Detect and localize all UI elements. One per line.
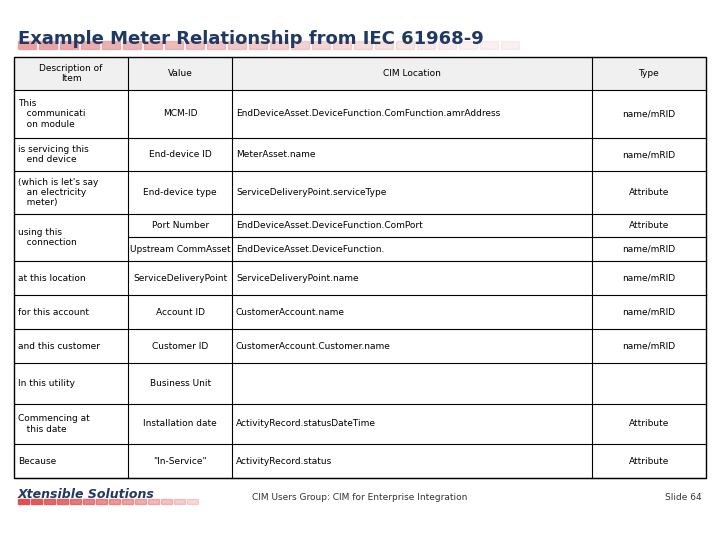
Bar [228,41,246,49]
Bar [249,41,267,49]
Bar [161,499,172,504]
Bar [44,499,55,504]
Bar [123,41,141,49]
Text: using this
   connection: using this connection [18,228,77,247]
Bar [18,41,36,49]
Text: Xtensible Solutions: Xtensible Solutions [18,488,155,501]
Text: Commencing at
   this date: Commencing at this date [18,414,90,434]
Text: name/mRID: name/mRID [622,150,675,159]
Text: EndDeviceAsset.DeviceFunction.ComFunction.amrAddress: EndDeviceAsset.DeviceFunction.ComFunctio… [236,109,500,118]
Bar [31,499,42,504]
Bar [480,41,498,49]
Text: MeterAsset.name: MeterAsset.name [236,150,315,159]
Text: (which is let's say
   an electricity
   meter): (which is let's say an electricity meter… [18,178,99,207]
Text: Example Meter Relationship from IEC 61968-9: Example Meter Relationship from IEC 6196… [18,30,484,48]
Bar [135,499,146,504]
Bar [270,41,288,49]
Text: ServiceDeliveryPoint.name: ServiceDeliveryPoint.name [236,274,359,283]
Bar [186,41,204,49]
Text: at this location: at this location [18,274,86,283]
Bar [18,499,29,504]
Text: Upstream CommAsset: Upstream CommAsset [130,245,230,254]
Bar [14,57,706,90]
Text: ActivityRecord.statusDateTime: ActivityRecord.statusDateTime [236,420,376,428]
Text: Because: Because [18,456,56,465]
Text: and this customer: and this customer [18,341,100,350]
Bar [109,499,120,504]
Text: EndDeviceAsset.DeviceFunction.ComPort: EndDeviceAsset.DeviceFunction.ComPort [236,221,423,230]
Text: CustomerAccount.name: CustomerAccount.name [236,308,345,316]
Bar [70,499,81,504]
Text: name/mRID: name/mRID [622,341,675,350]
Bar [122,499,133,504]
Bar [144,41,162,49]
Bar [396,41,414,49]
Bar [501,41,519,49]
Bar [57,499,68,504]
Text: is servicing this
   end device: is servicing this end device [18,145,89,164]
Text: "In-Service": "In-Service" [153,456,207,465]
Bar [165,41,183,49]
Bar [207,41,225,49]
Text: This
   communicati
   on module: This communicati on module [18,99,86,129]
Bar [312,41,330,49]
Bar [39,41,57,49]
Text: Attribute: Attribute [629,221,669,230]
Text: CIM Location: CIM Location [383,69,441,78]
Bar [14,57,706,478]
Text: End-device type: End-device type [143,188,217,197]
Text: name/mRID: name/mRID [622,245,675,254]
Bar [354,41,372,49]
Bar [459,41,477,49]
Bar [96,499,107,504]
Bar [291,41,309,49]
Bar [148,499,159,504]
Text: Attribute: Attribute [629,188,669,197]
Text: name/mRID: name/mRID [622,109,675,118]
Text: name/mRID: name/mRID [622,308,675,316]
Text: ActivityRecord.status: ActivityRecord.status [236,456,332,465]
Text: In this utility: In this utility [18,379,75,388]
Bar [102,41,120,49]
Bar [187,499,198,504]
Text: ServiceDeliveryPoint.serviceType: ServiceDeliveryPoint.serviceType [236,188,387,197]
Text: CustomerAccount.Customer.name: CustomerAccount.Customer.name [236,341,391,350]
Text: Attribute: Attribute [629,420,669,428]
Text: Value: Value [168,69,192,78]
Text: End-device ID: End-device ID [149,150,212,159]
Text: name/mRID: name/mRID [622,274,675,283]
Text: ServiceDeliveryPoint: ServiceDeliveryPoint [133,274,227,283]
Bar [81,41,99,49]
Text: Business Unit: Business Unit [150,379,211,388]
Text: MCM-ID: MCM-ID [163,109,197,118]
Bar [60,41,78,49]
Bar [83,499,94,504]
Text: EndDeviceAsset.DeviceFunction.: EndDeviceAsset.DeviceFunction. [236,245,384,254]
Text: Account ID: Account ID [156,308,204,316]
Bar [375,41,393,49]
Text: Port Number: Port Number [151,221,209,230]
Text: Attribute: Attribute [629,456,669,465]
Text: Installation date: Installation date [143,420,217,428]
Bar [333,41,351,49]
Text: Type: Type [639,69,660,78]
Text: CIM Users Group: CIM for Enterprise Integration: CIM Users Group: CIM for Enterprise Inte… [252,494,468,503]
Text: Slide 64: Slide 64 [665,494,702,503]
Text: Description of
Item: Description of Item [40,64,103,83]
Text: Customer ID: Customer ID [152,341,208,350]
Bar [417,41,435,49]
Bar [174,499,185,504]
Text: for this account: for this account [18,308,89,316]
Bar [438,41,456,49]
